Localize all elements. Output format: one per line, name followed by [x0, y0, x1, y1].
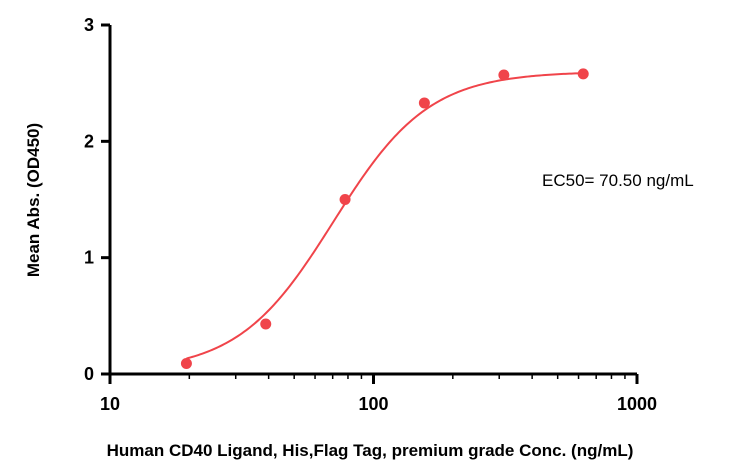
x-tick-label: 100	[358, 394, 388, 414]
y-tick-label: 1	[84, 248, 94, 268]
fit-curve	[186, 72, 584, 360]
y-axis-title: Mean Abs. (OD450)	[24, 123, 43, 277]
y-axis-ticks: 0 1 2 3	[84, 15, 110, 384]
data-point	[260, 318, 272, 330]
data-point	[339, 194, 351, 205]
data-point	[418, 97, 430, 109]
x-axis-ticks: 10 100 1000	[100, 374, 657, 414]
data-point	[577, 68, 589, 80]
y-tick-label: 0	[84, 364, 94, 384]
fit-layer	[186, 72, 584, 360]
x-tick-label: 1000	[617, 394, 657, 414]
points-layer	[180, 68, 589, 370]
y-tick-label: 2	[84, 131, 94, 151]
data-point	[180, 358, 192, 370]
x-tick-label: 10	[100, 394, 120, 414]
x-axis-title: Human CD40 Ligand, His,Flag Tag, premium…	[107, 441, 634, 460]
data-point	[498, 69, 510, 81]
ec50-annotation: EC50= 70.50 ng/mL	[542, 171, 694, 190]
axes	[108, 25, 637, 376]
y-tick-label: 3	[84, 15, 94, 35]
